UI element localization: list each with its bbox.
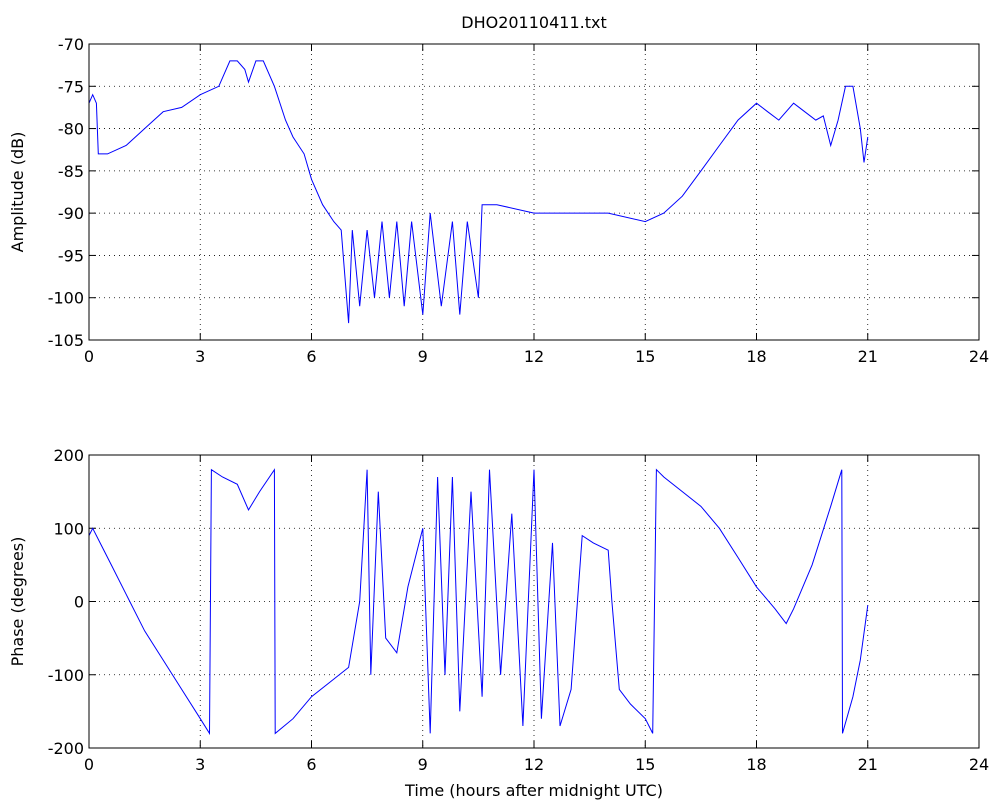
x-tick-label: 3 — [195, 347, 205, 366]
y-tick-label: -80 — [58, 120, 84, 139]
y-axis-label: Amplitude (dB) — [8, 132, 27, 253]
x-tick-label: 0 — [84, 755, 94, 774]
line-series — [88, 60, 869, 324]
y-tick-label: -95 — [58, 246, 84, 265]
y-axis-label: Phase (degrees) — [8, 537, 27, 667]
chart-title: DHO20110411.txt — [461, 13, 606, 32]
y-tick-label: 100 — [53, 519, 84, 538]
x-tick-label: 0 — [84, 347, 94, 366]
x-tick-label: 18 — [746, 755, 766, 774]
line-series — [88, 468, 869, 736]
x-tick-label: 15 — [635, 755, 655, 774]
x-tick-label: 6 — [306, 347, 316, 366]
x-tick-label: 24 — [969, 755, 989, 774]
y-tick-label: -85 — [58, 162, 84, 181]
axes-box — [88, 454, 980, 749]
x-tick-label: 12 — [524, 755, 544, 774]
y-tick-label: -70 — [58, 35, 84, 54]
y-tick-label: -75 — [58, 77, 84, 96]
y-tick-label: -90 — [58, 204, 84, 223]
x-tick-label: 24 — [969, 347, 989, 366]
x-tick-label: 12 — [524, 347, 544, 366]
y-tick-label: -200 — [48, 739, 84, 758]
x-tick-label: 15 — [635, 347, 655, 366]
x-axis-label: Time (hours after midnight UTC) — [404, 781, 663, 800]
x-tick-label: 6 — [306, 755, 316, 774]
axes-box — [88, 43, 980, 341]
y-tick-label: -105 — [48, 331, 84, 350]
x-tick-label: 18 — [746, 347, 766, 366]
x-tick-label: 3 — [195, 755, 205, 774]
x-tick-label: 9 — [418, 347, 428, 366]
y-tick-label: -100 — [48, 289, 84, 308]
x-tick-label: 21 — [858, 755, 878, 774]
x-tick-label: 9 — [418, 755, 428, 774]
y-tick-label: -100 — [48, 666, 84, 685]
y-tick-label: 0 — [74, 593, 84, 612]
y-tick-label: 200 — [53, 446, 84, 465]
x-tick-label: 21 — [858, 347, 878, 366]
